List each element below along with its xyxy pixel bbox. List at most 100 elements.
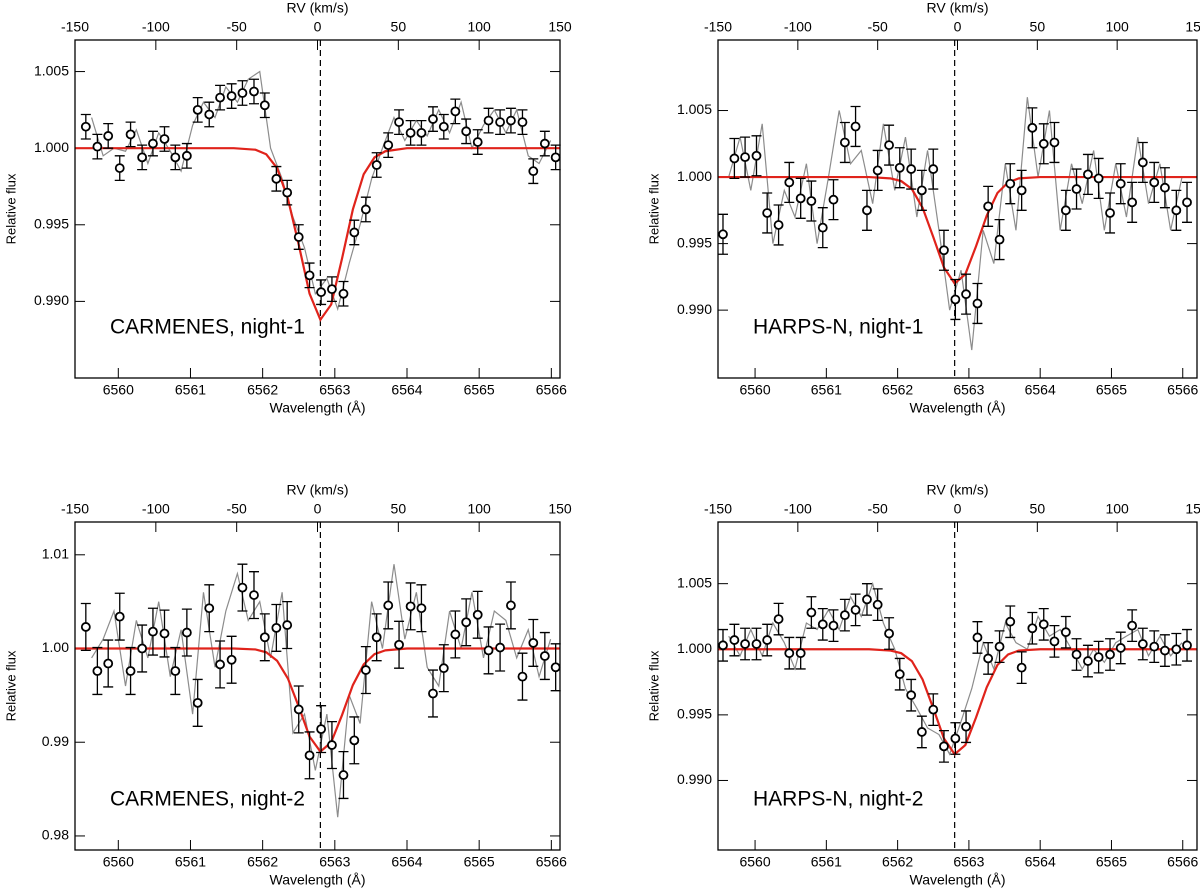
data-point <box>226 91 237 101</box>
data-point <box>1093 652 1104 663</box>
data-point <box>1105 649 1115 660</box>
data-point <box>1083 169 1093 180</box>
data-point <box>862 594 872 605</box>
data-point <box>928 164 939 174</box>
x-tick-label: 6560 <box>103 854 134 870</box>
data-point <box>1071 184 1082 194</box>
panel: 6560 6561 6562 6563 6564 6565 6566 -150 -100 -50 0… <box>3 482 571 888</box>
x2-tick-label: 100 <box>1105 19 1129 35</box>
x2-axis-label: RV (km/s) <box>927 0 989 16</box>
data-point <box>1115 178 1126 189</box>
x2-tick-label: -150 <box>61 19 89 35</box>
data-point <box>1182 640 1192 651</box>
data-point <box>159 134 170 144</box>
x2-axis-label: RV (km/s) <box>287 482 349 498</box>
y-tick-label: 0.995 <box>677 234 712 250</box>
data-point <box>961 721 971 732</box>
data-point <box>1005 178 1016 189</box>
data-point <box>550 152 561 163</box>
data-point <box>416 603 427 614</box>
data-point <box>894 669 905 680</box>
x2-tick-label: -100 <box>142 501 170 517</box>
data-point <box>1060 627 1071 638</box>
data-point <box>483 645 494 656</box>
data-point <box>181 150 192 161</box>
y-tick-label: 1.00 <box>42 639 69 655</box>
data-point <box>773 614 784 624</box>
x2-axis-label: RV (km/s) <box>287 0 349 16</box>
data-point <box>773 220 784 230</box>
x-tick-label: 6562 <box>247 854 278 870</box>
annotation: HARPS-N, night-1 <box>753 316 923 339</box>
data-point <box>740 639 750 649</box>
data-point <box>394 117 404 128</box>
data-point <box>159 628 170 639</box>
plot-frame <box>717 39 1198 379</box>
data-point <box>249 590 259 600</box>
x2-tick-label: -100 <box>784 19 812 35</box>
data-point <box>237 88 248 98</box>
data-point <box>729 153 740 164</box>
y-tick-label: 1.005 <box>34 62 69 78</box>
data-point <box>928 704 939 715</box>
data-point <box>872 165 883 176</box>
line-series <box>75 647 560 754</box>
x-tick-label: 6566 <box>1167 382 1198 398</box>
data-point <box>1127 197 1138 208</box>
plot-frame <box>717 521 1198 851</box>
y-tick-label: 0.98 <box>42 827 69 843</box>
data-point <box>338 288 349 299</box>
data-point <box>1137 639 1148 649</box>
data-point <box>1027 122 1038 133</box>
data-point <box>114 611 125 622</box>
data-point <box>1083 656 1093 666</box>
data-point <box>972 632 983 643</box>
data-point <box>316 724 327 735</box>
data-point <box>304 270 315 281</box>
data-point <box>80 622 91 632</box>
x-tick-label: 6561 <box>175 382 206 398</box>
data-point <box>438 121 449 132</box>
y-tick-label: 1.005 <box>677 574 712 590</box>
data-point <box>1171 205 1182 216</box>
data-point <box>204 109 215 120</box>
data-point <box>839 137 850 148</box>
data-point <box>740 152 750 163</box>
x2-tick-label: -50 <box>227 19 247 35</box>
data-point <box>148 138 158 149</box>
x-tick-label: 6564 <box>1025 854 1056 870</box>
data-point <box>304 750 315 761</box>
data-point <box>894 162 905 173</box>
data-point <box>906 690 917 701</box>
data-point <box>939 245 949 256</box>
y-tick-label: 0.990 <box>677 771 712 787</box>
y-tick-label: 0.99 <box>42 733 69 749</box>
data-point <box>293 232 304 242</box>
data-point <box>282 187 293 198</box>
x2-tick-label: 0 <box>314 19 322 35</box>
data-point <box>506 115 516 126</box>
x-tick-label: 6562 <box>247 382 278 398</box>
x-tick-label: 6562 <box>882 382 913 398</box>
x-tick-label: 6566 <box>536 854 567 870</box>
x2-tick-label: 50 <box>391 501 407 517</box>
data-point <box>450 629 461 640</box>
data-point <box>539 651 550 661</box>
data-point <box>1149 177 1160 188</box>
x-tick-label: 6565 <box>1096 382 1127 398</box>
data-point <box>137 643 148 654</box>
data-point <box>249 86 259 97</box>
data-point <box>472 609 483 620</box>
data-point <box>850 605 861 615</box>
data-point <box>237 582 248 593</box>
x2-tick-label: -100 <box>784 501 812 517</box>
data-point <box>795 193 806 204</box>
data-point <box>1182 197 1192 208</box>
x-tick-label: 6564 <box>391 854 422 870</box>
x2-tick-label: 150 <box>1185 19 1200 35</box>
data-point <box>103 131 114 141</box>
data-point <box>405 127 416 138</box>
data-point <box>92 141 103 152</box>
data-point <box>1016 662 1027 673</box>
